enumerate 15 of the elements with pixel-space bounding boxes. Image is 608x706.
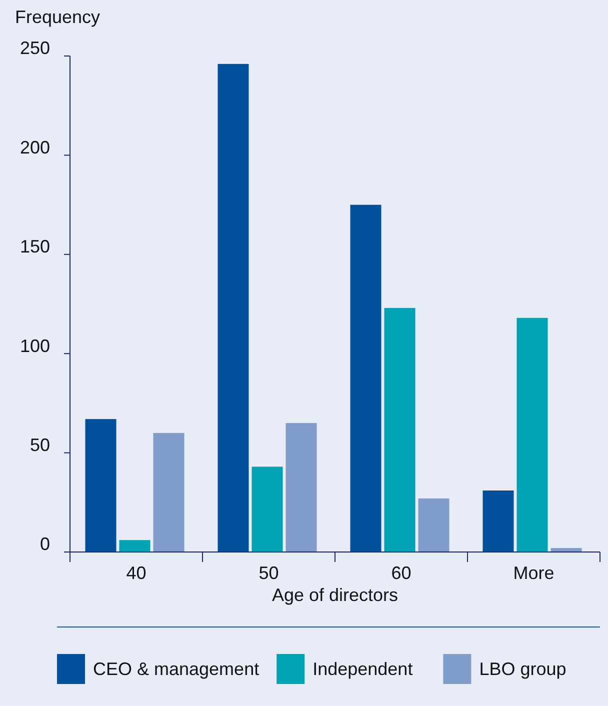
legend-label: LBO group bbox=[479, 659, 566, 679]
x-tick-label: 50 bbox=[258, 563, 279, 583]
y-tick-label: 150 bbox=[20, 236, 50, 257]
x-tick-label: 60 bbox=[391, 563, 412, 583]
x-tick-label: 40 bbox=[126, 563, 146, 583]
y-tick-label: 0 bbox=[40, 534, 50, 554]
x-tick-label: More bbox=[513, 563, 554, 583]
y-tick-label: 250 bbox=[20, 38, 50, 58]
x-axis-title: Age of directors bbox=[272, 585, 398, 605]
y-tick-label: 200 bbox=[20, 137, 50, 158]
y-axis-title: Frequency bbox=[15, 7, 100, 27]
y-tick-label: 100 bbox=[20, 336, 50, 356]
legend-label: Independent bbox=[312, 659, 413, 679]
y-tick-label: 50 bbox=[30, 435, 50, 455]
legend-label: CEO & management bbox=[93, 659, 260, 679]
